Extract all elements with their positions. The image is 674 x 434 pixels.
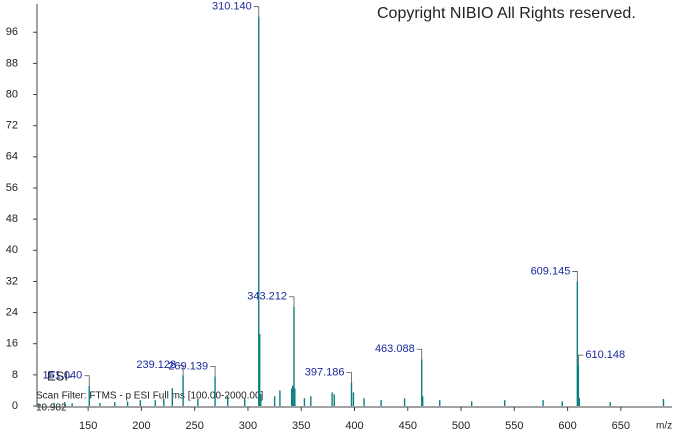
x-tick-label: 350 bbox=[292, 420, 310, 432]
x-tick-label: 550 bbox=[505, 420, 523, 432]
x-tick-label: 500 bbox=[452, 420, 470, 432]
y-tick-label: 16 bbox=[6, 338, 18, 350]
label-bracket bbox=[178, 364, 184, 376]
x-tick-label: 300 bbox=[239, 420, 257, 432]
x-tick-label: 150 bbox=[79, 420, 97, 432]
y-tick-label: 32 bbox=[6, 275, 18, 287]
x-tick-label: 450 bbox=[399, 420, 417, 432]
label-bracket bbox=[253, 6, 260, 17]
watermark: Copyright NIBIO All Rights reserved. bbox=[377, 5, 636, 22]
label-bracket bbox=[577, 354, 584, 366]
label-bracket bbox=[416, 348, 423, 360]
peak-label: 151.040 bbox=[42, 370, 82, 382]
label-bracket bbox=[84, 375, 90, 386]
y-tick-label: 56 bbox=[6, 182, 18, 194]
y-tick-label: 96 bbox=[6, 26, 18, 38]
retention-time: 10.982 bbox=[36, 403, 67, 414]
y-tick-label: 0 bbox=[12, 400, 18, 412]
x-tick-label: 600 bbox=[558, 420, 576, 432]
peak-label: 397.186 bbox=[305, 367, 345, 379]
peak-label: 269.139 bbox=[168, 360, 208, 372]
y-tick-label: 8 bbox=[12, 369, 18, 381]
peak-label: 463.088 bbox=[375, 343, 415, 355]
label-bracket bbox=[288, 296, 295, 307]
y-tick-label: 88 bbox=[6, 57, 18, 69]
x-tick-label: 200 bbox=[132, 420, 150, 432]
peak-label: 310.140 bbox=[212, 1, 252, 13]
peak-label: 609.145 bbox=[531, 265, 571, 277]
label-bracket bbox=[210, 366, 216, 377]
y-tick-label: 72 bbox=[6, 120, 18, 132]
x-tick-label: 400 bbox=[345, 420, 363, 432]
y-tick-label: 64 bbox=[6, 151, 18, 163]
ionization: ESI- bbox=[47, 368, 72, 383]
x-tick-label: 650 bbox=[612, 420, 630, 432]
label-bracket bbox=[346, 372, 352, 383]
peak-label: 610.148 bbox=[585, 349, 625, 361]
y-tick-label: 24 bbox=[6, 306, 18, 318]
y-tick-label: 40 bbox=[6, 244, 18, 256]
x-tick-label: 250 bbox=[186, 420, 204, 432]
scan-filter: Scan Filter: FTMS - p ESI Full ms [100.0… bbox=[36, 391, 264, 402]
peak-label: 343.212 bbox=[247, 291, 287, 303]
peak-label: 239.128 bbox=[136, 359, 176, 371]
y-tick-label: 80 bbox=[6, 88, 18, 100]
y-tick-label: 48 bbox=[6, 213, 18, 225]
x-axis-label: m/z bbox=[656, 421, 672, 432]
label-bracket bbox=[572, 271, 578, 282]
